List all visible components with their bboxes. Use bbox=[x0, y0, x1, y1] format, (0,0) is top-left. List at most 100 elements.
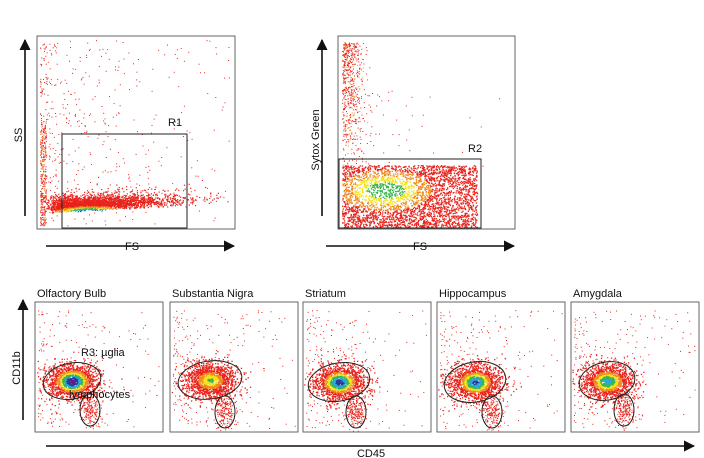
event-dot bbox=[135, 153, 137, 155]
event-dot bbox=[53, 197, 55, 199]
event-dot bbox=[64, 210, 66, 212]
event-dot bbox=[125, 196, 127, 198]
event-dot bbox=[51, 200, 53, 202]
event-dot bbox=[344, 204, 347, 206]
event-dot bbox=[118, 206, 121, 208]
event-dot bbox=[106, 201, 108, 203]
event-dot bbox=[40, 122, 42, 124]
event-dot bbox=[43, 159, 45, 161]
event-dot bbox=[144, 201, 146, 203]
event-dot bbox=[118, 189, 120, 191]
event-dot bbox=[60, 211, 62, 213]
event-dot bbox=[89, 196, 91, 199]
event-dot bbox=[342, 118, 344, 119]
plot-fs-ss: R1 SS FS bbox=[13, 35, 236, 253]
event-dot bbox=[346, 89, 347, 91]
event-dot bbox=[94, 196, 96, 198]
event-dot bbox=[44, 182, 46, 184]
event-dot bbox=[40, 161, 42, 163]
event-dot bbox=[69, 194, 71, 196]
event-dot bbox=[345, 53, 347, 55]
event-dot bbox=[473, 194, 476, 196]
event-dot bbox=[124, 200, 126, 202]
event-dot bbox=[347, 102, 349, 104]
event-dot bbox=[152, 199, 155, 201]
event-dot bbox=[438, 218, 441, 221]
event-dot bbox=[476, 219, 478, 221]
event-dot bbox=[343, 81, 345, 83]
event-dot bbox=[166, 147, 168, 149]
event-dot bbox=[70, 195, 72, 197]
event-dot bbox=[128, 196, 130, 198]
event-dot bbox=[158, 204, 161, 206]
event-dot bbox=[135, 187, 137, 189]
event-dot bbox=[158, 191, 160, 193]
event-dot bbox=[396, 194, 398, 196]
event-dot bbox=[354, 216, 356, 218]
event-dot bbox=[45, 132, 47, 134]
event-dot bbox=[400, 168, 402, 170]
event-dot bbox=[385, 218, 387, 220]
event-dot bbox=[344, 77, 346, 79]
event-dot bbox=[115, 170, 117, 172]
event-dot bbox=[445, 208, 447, 210]
event-dot bbox=[42, 140, 44, 142]
event-dot bbox=[111, 208, 113, 210]
event-dot bbox=[51, 180, 53, 182]
event-dot bbox=[433, 152, 434, 154]
event-dot bbox=[40, 199, 42, 201]
event-dot bbox=[79, 210, 81, 213]
event-dot bbox=[55, 194, 57, 196]
event-dot bbox=[71, 208, 73, 210]
event-dot bbox=[84, 196, 86, 198]
event-dot bbox=[351, 55, 353, 57]
event-dot bbox=[397, 219, 399, 221]
event-dot bbox=[357, 218, 360, 221]
event-dot bbox=[204, 200, 206, 202]
event-dot bbox=[106, 195, 108, 197]
event-dot bbox=[347, 206, 349, 208]
event-dot bbox=[184, 196, 186, 199]
event-dot bbox=[78, 209, 80, 211]
event-dot bbox=[67, 206, 69, 208]
event-dot bbox=[135, 205, 137, 207]
event-dot bbox=[420, 198, 423, 200]
event-dot bbox=[476, 176, 478, 178]
event-dot bbox=[148, 183, 150, 185]
event-dot bbox=[142, 203, 144, 205]
event-dot bbox=[374, 225, 377, 227]
event-dot bbox=[346, 89, 348, 91]
event-dot bbox=[40, 195, 41, 197]
event-dot bbox=[343, 169, 346, 171]
event-dot bbox=[78, 188, 80, 190]
event-dot bbox=[465, 188, 467, 191]
event-dot bbox=[125, 200, 128, 202]
event-dot bbox=[357, 53, 359, 55]
event-dot bbox=[370, 179, 372, 181]
event-dot bbox=[114, 206, 116, 208]
event-dot bbox=[178, 202, 180, 204]
event-dot bbox=[348, 167, 351, 169]
event-dot bbox=[66, 191, 68, 193]
event-dot bbox=[43, 60, 45, 62]
event-dot bbox=[457, 171, 459, 174]
event-dot bbox=[84, 125, 86, 127]
event-dot bbox=[119, 203, 121, 205]
event-dot bbox=[140, 206, 143, 208]
event-dot bbox=[155, 193, 157, 196]
event-dot bbox=[350, 168, 352, 170]
event-dot bbox=[65, 117, 67, 119]
event-dot bbox=[347, 69, 349, 71]
event-dot bbox=[127, 204, 129, 207]
event-dot bbox=[347, 162, 349, 164]
event-dot bbox=[75, 203, 77, 205]
event-dot bbox=[46, 198, 47, 200]
event-dot bbox=[111, 205, 113, 207]
event-dot bbox=[40, 78, 42, 80]
event-dot bbox=[58, 203, 60, 205]
event-dot bbox=[367, 95, 369, 97]
event-dot bbox=[71, 208, 73, 210]
event-dot bbox=[202, 199, 204, 201]
event-dot bbox=[170, 204, 172, 206]
event-dot bbox=[344, 127, 346, 129]
